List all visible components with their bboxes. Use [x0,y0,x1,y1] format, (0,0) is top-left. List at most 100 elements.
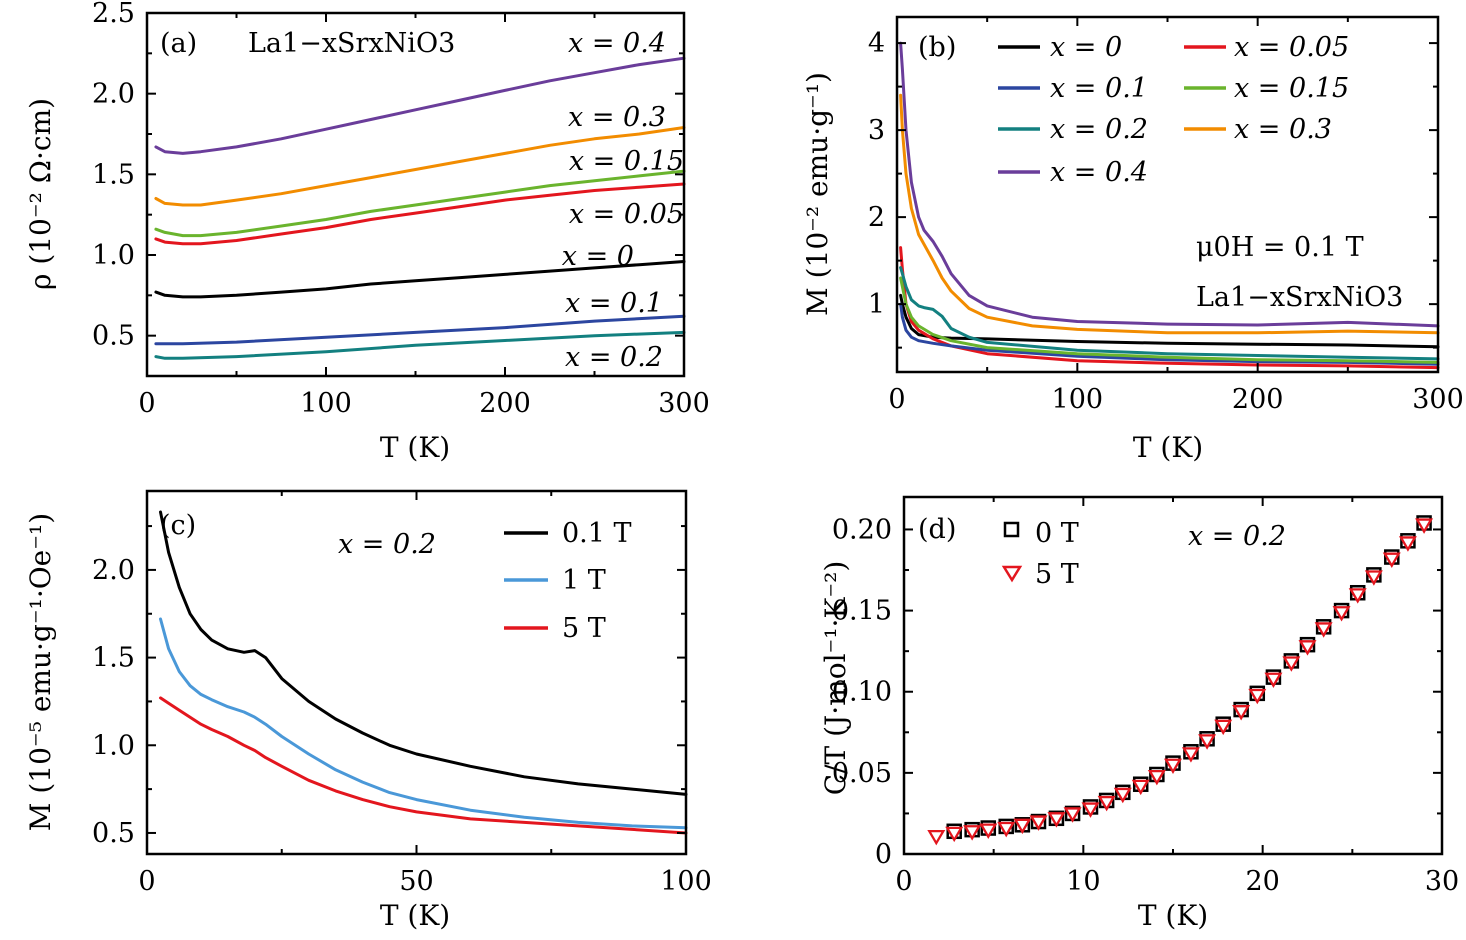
marker-5T-5 [1013,818,1032,835]
x-tick-label: 200 [479,388,531,419]
legend-label-x-0.2: x = 0.2 [1050,114,1148,145]
label-x-0.4: x = 0.4 [568,28,666,59]
legend-label-0T: 0 T [1035,518,1079,549]
series-line-5T [159,696,688,835]
marker-5T-15 [1181,747,1200,763]
panel-c-x-axis-label: T (K) [380,899,450,932]
marker-5T-18 [1232,705,1251,721]
panel-c-y-ticks: 0.5 1.0 1.5 2.0 [92,525,686,849]
y-tick-label: 0.15 [832,596,892,627]
y-tick-label: 3 [868,115,885,146]
legend-label-5T: 5 T [1035,559,1079,590]
y-tick-label: 2.5 [92,0,135,29]
series-line-x-0 [154,260,686,299]
series-line-x-0.2 [899,266,1440,361]
x-tick-label: 30 [1425,866,1459,897]
panel-d-label: (d) [918,514,956,545]
y-tick-label: 2.0 [92,79,135,110]
marker-5T-24 [1332,606,1351,622]
panel-d-markers [927,515,1434,846]
marker-5T-1 [945,826,964,843]
marker-5T-27 [1382,552,1401,568]
panel-a-x-axis-label: T (K) [380,431,450,464]
panel-a-x-ticks: 0 100 200 300 [138,13,710,419]
y-tick-label: 1.5 [92,159,135,190]
x-tick-label: 200 [1232,384,1284,415]
series-line-x-0 [899,293,1440,349]
panel-c-y-axis-label: M (10⁻⁵ emu·g⁻¹·Oe⁻¹) [24,513,57,831]
panel-a-label: (a) [160,28,197,59]
legend-label-x-0.15: x = 0.15 [1234,73,1349,104]
marker-5T-16 [1198,734,1217,750]
marker-5T-22 [1298,640,1317,656]
x-tick-label: 100 [660,866,712,897]
marker-5T-3 [979,823,998,839]
panel-b-legend: x = 0 x = 0.05 x = 0.1 x = 0.15 x = 0.2 … [998,32,1349,188]
panel-d-y-ticks: 0 0.05 0.10 0.15 0.20 [832,514,1442,870]
panel-c-x-ticks: 0 50 100 [138,491,712,897]
series-line-x-0.3 [899,93,1440,335]
series-line-0.1T [159,510,688,796]
marker-5T-0 [927,830,946,846]
marker-5T-13 [1147,769,1166,786]
y-tick-label: 0 [875,839,892,870]
marker-5T-2 [963,825,982,841]
panel-d-x-axis-label: T (K) [1138,899,1208,932]
y-tick-label: 0.05 [832,758,892,789]
panel-d-legend: 0 T 5 T [1001,518,1079,590]
marker-5T-7 [1047,812,1066,828]
panel-d-composition-annotation: x = 0.2 [1188,521,1286,552]
series-line-x-0.4 [899,41,1440,328]
x-tick-label: 20 [1245,866,1279,897]
series-line-x-0.1 [899,302,1440,366]
series-line-1T [159,617,688,830]
panel-b-magnetization: 0 100 200 300 1 2 3 4 (b) μ0H = 0.1 T La1−xSrx… [801,15,1464,464]
panel-d-x-ticks: 0 10 20 30 [895,497,1459,897]
panel-b-curves [899,41,1440,370]
legend-marker-5T [1001,565,1023,583]
panel-b-x-ticks: 0 100 200 300 [888,17,1464,415]
panel-a-y-axis-label: ρ (10⁻² Ω·cm) [24,98,57,290]
marker-5T-28 [1398,536,1417,552]
legend-label-x-0.05: x = 0.05 [1234,32,1349,63]
marker-5T-6 [1029,815,1048,831]
legend-label-0.1T: 0.1 T [562,518,632,549]
x-tick-label: 300 [1412,384,1464,415]
marker-5T-17 [1214,719,1233,736]
panel-a-curves [154,56,686,360]
panel-a-y-ticks: 0.5 1.0 1.5 2.0 2.5 [92,0,684,377]
marker-5T-29 [1415,518,1434,534]
label-x-0.05: x = 0.05 [569,199,684,230]
y-tick-label: 0.20 [832,514,892,545]
y-tick-label: 0.10 [832,677,892,708]
series-line-x-0.3 [154,126,686,207]
x-tick-label: 300 [658,388,710,419]
x-tick-label: 0 [138,388,155,419]
x-tick-label: 100 [300,388,352,419]
label-x-0: x = 0 [562,241,634,272]
y-tick-label: 0.5 [92,818,135,849]
y-tick-label: 0.5 [92,321,135,352]
x-tick-label: 100 [1052,384,1104,415]
marker-5T-10 [1097,795,1116,812]
label-x-0.15: x = 0.15 [569,146,684,177]
label-x-0.3: x = 0.3 [568,102,666,133]
panel-b-field-annotation: μ0H = 0.1 T [1196,232,1364,263]
panel-d-y-axis-label: C/T (J·mol⁻¹·K⁻²) [819,561,852,796]
series-line-x-0.4 [154,56,686,155]
panel-b-y-ticks: 1 2 3 4 [868,28,1438,349]
panel-d-specific-heat: 0 10 20 30 0 0.05 0.10 0.15 0.20 (d) x = 0.2 T … [819,495,1459,932]
legend-label-5T: 5 T [562,613,606,644]
marker-5T-21 [1282,656,1301,672]
panel-c-legend: 0.1 T 1 T 5 T [504,518,632,644]
x-tick-label: 0 [138,866,155,897]
series-line-x-0.15 [154,169,686,238]
panel-b-y-axis-label: M (10⁻² emu·g⁻¹) [801,72,834,316]
label-x-0.2: x = 0.2 [565,342,663,373]
marker-5T-4 [997,821,1016,838]
x-tick-label: 10 [1066,866,1100,897]
panel-c-magnetization-field: 0 50 100 0.5 1.0 1.5 2.0 (c) x = 0.2 T (K) M … [24,489,712,932]
marker-5T-14 [1163,758,1183,775]
x-tick-label: 0 [888,384,905,415]
